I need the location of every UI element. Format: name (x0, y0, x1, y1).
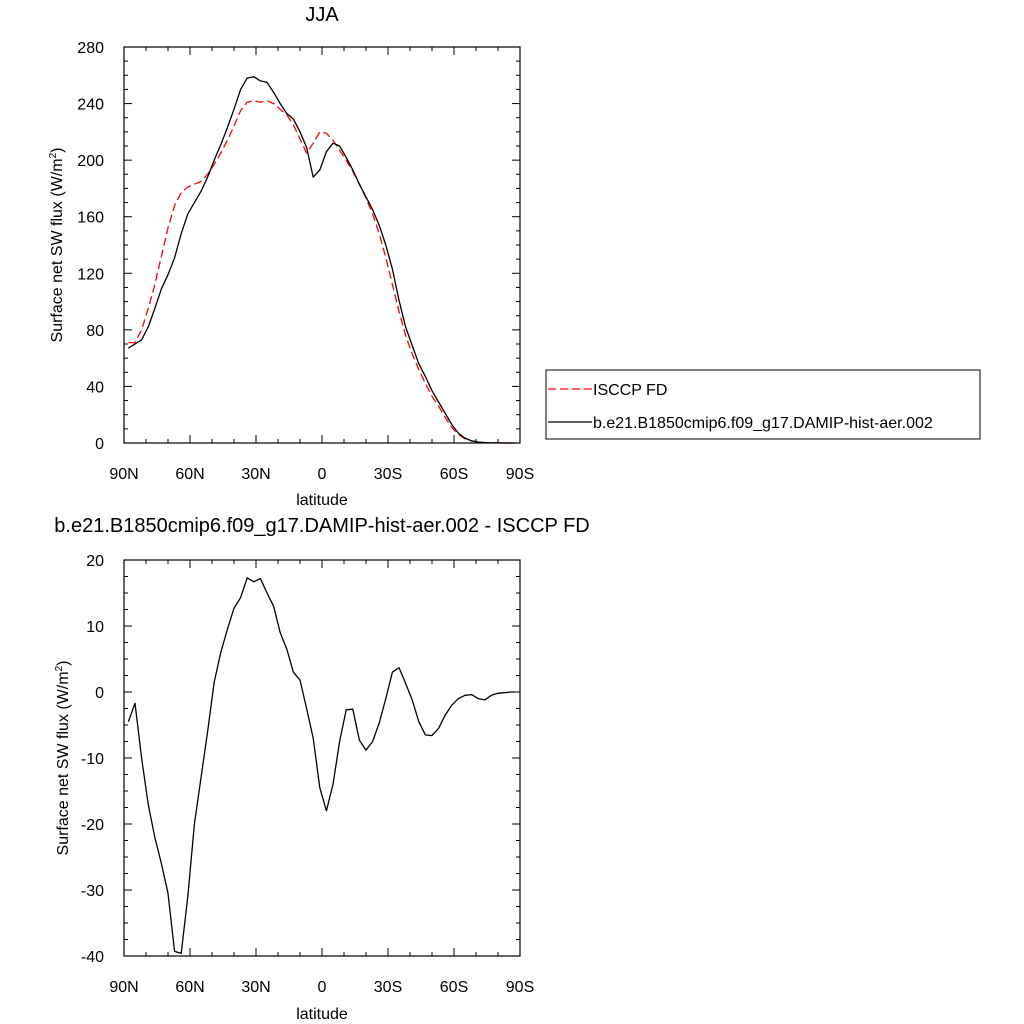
top-x-tick-label: 60N (175, 466, 204, 483)
bottom-series-group (127, 577, 516, 955)
top-x-tick-label: 30S (374, 466, 402, 483)
top-series-line-0 (128, 100, 516, 444)
top-series-line-1 (128, 76, 516, 444)
top-ticks: 90N 60N 30N 0 30S 60S 90S 0 40 80 120 160 200 240 280 (77, 40, 534, 483)
top-x-tick-label: 30N (241, 466, 270, 483)
bottom-x-tick-label: 30N (241, 979, 270, 996)
top-plot-frame (123, 46, 521, 444)
top-series-group (128, 76, 516, 444)
top-x-axis-label: latitude (296, 492, 348, 509)
top-x-tick-label: 60S (440, 466, 468, 483)
bottom-x-tick-label: 90S (506, 979, 534, 996)
legend-box (545, 369, 981, 440)
top-y-axis-label-sup: 2 (48, 152, 59, 158)
bottom-x-tick-label: 60S (440, 979, 468, 996)
top-panel: JJA 90N 60N 30N 0 30S 60S 90S 0 40 80 120 160 200 240… (48, 4, 981, 509)
top-y-tick-label: 160 (77, 210, 104, 227)
bottom-y-axis-label-sup: 2 (54, 665, 65, 671)
bottom-y-tick-label: 0 (95, 685, 104, 702)
bottom-panel: b.e21.B1850cmip6.f09_g17.DAMIP-hist-aer.… (54, 515, 590, 1023)
bottom-y-tick-label: 20 (86, 553, 104, 570)
bottom-y-axis-label-end: ) (55, 661, 72, 666)
bottom-y-tick-label: 10 (86, 619, 104, 636)
bottom-plot-frame (123, 559, 521, 957)
bottom-x-tick-label: 60N (175, 979, 204, 996)
bottom-chart-title: b.e21.B1850cmip6.f09_g17.DAMIP-hist-aer.… (54, 515, 589, 537)
bottom-y-tick-label: -10 (81, 751, 104, 768)
bottom-y-tick-label: -20 (81, 817, 104, 834)
bottom-y-tick-label: -30 (81, 883, 104, 900)
top-y-tick-label: 200 (77, 153, 104, 170)
top-x-tick-label: 0 (318, 466, 327, 483)
top-y-tick-label: 0 (95, 436, 104, 453)
top-y-tick-label: 240 (77, 97, 104, 114)
top-y-tick-label: 40 (86, 379, 104, 396)
top-x-tick-label: 90N (109, 466, 138, 483)
top-y-axis-label: Surface net SW flux (W/m2) (48, 148, 66, 343)
top-y-tick-label: 80 (86, 323, 104, 340)
top-y-tick-label: 280 (77, 40, 104, 57)
top-x-tick-label: 90S (506, 466, 534, 483)
legend-label-isccp: ISCCP FD (593, 382, 667, 399)
legend-label-model: b.e21.B1850cmip6.f09_g17.DAMIP-hist-aer.… (593, 415, 933, 432)
bottom-y-axis-label-main: Surface net SW flux (W/m (55, 671, 72, 855)
top-y-tick-label: 120 (77, 266, 104, 283)
top-chart-title: JJA (305, 4, 339, 26)
bottom-x-tick-label: 30S (374, 979, 402, 996)
legend: ISCCP FD b.e21.B1850cmip6.f09_g17.DAMIP-… (545, 369, 981, 440)
bottom-x-tick-label: 0 (318, 979, 327, 996)
top-y-axis-label-end: ) (49, 148, 66, 153)
bottom-y-tick-label: -40 (81, 949, 104, 966)
bottom-x-axis-label: latitude (296, 1006, 348, 1023)
bottom-y-axis-label: Surface net SW flux (W/m2) (54, 661, 72, 856)
bottom-x-tick-label: 90N (109, 979, 138, 996)
bottom-series-line-0 (127, 577, 516, 955)
bottom-ticks: 90N 60N 30N 0 30S 60S 90S -40 -30 -20 -10 0 10 20 (81, 553, 534, 996)
top-y-axis-label-main: Surface net SW flux (W/m (49, 158, 66, 342)
